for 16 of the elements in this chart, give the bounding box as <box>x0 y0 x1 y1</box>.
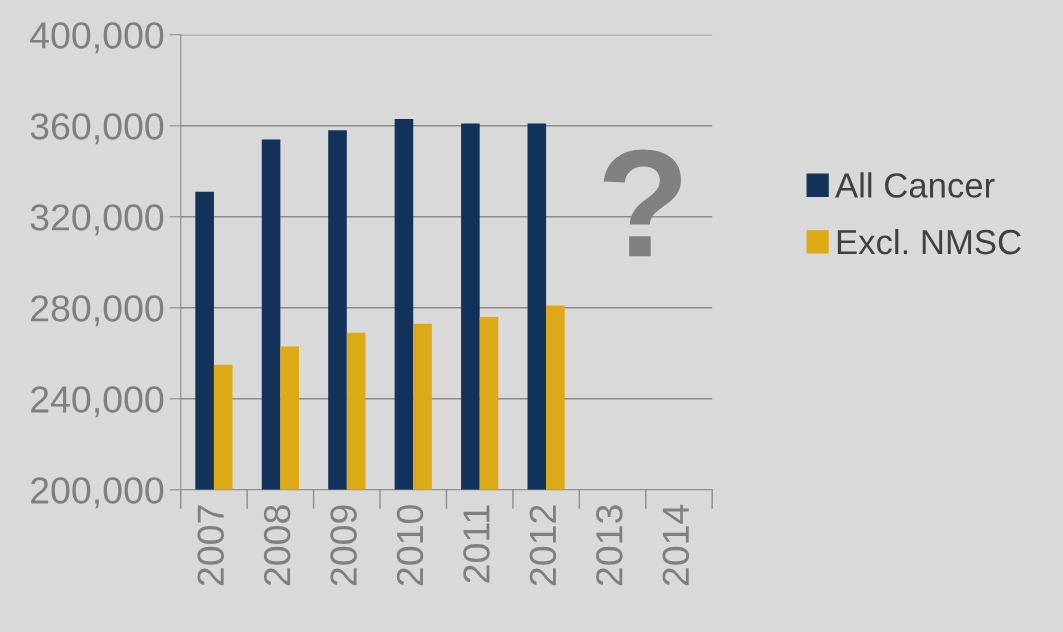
x-tick-label: 2013 <box>596 505 623 586</box>
y-tick-label: 200,000 <box>31 477 164 509</box>
x-tick-label: 2010 <box>396 505 424 586</box>
x-tick-label: 2009 <box>330 505 357 586</box>
y-tick-label: 320,000 <box>30 204 164 236</box>
x-tick-label: 2011 <box>463 505 490 583</box>
x-tick-label: 2007 <box>197 505 224 586</box>
x-tick-label: 2014 <box>662 504 690 586</box>
y-tick-label: 240,000 <box>31 386 164 418</box>
y-tick-label: 360,000 <box>30 113 164 145</box>
legend-label: All Cancer <box>835 172 995 198</box>
x-tick-label: 2012 <box>529 505 557 586</box>
y-tick-label: 400,000 <box>30 22 164 54</box>
x-tick-label: 2008 <box>263 505 291 586</box>
y-tick-label: 280,000 <box>31 295 164 327</box>
legend-label: Excl. NMSC <box>837 228 1021 255</box>
